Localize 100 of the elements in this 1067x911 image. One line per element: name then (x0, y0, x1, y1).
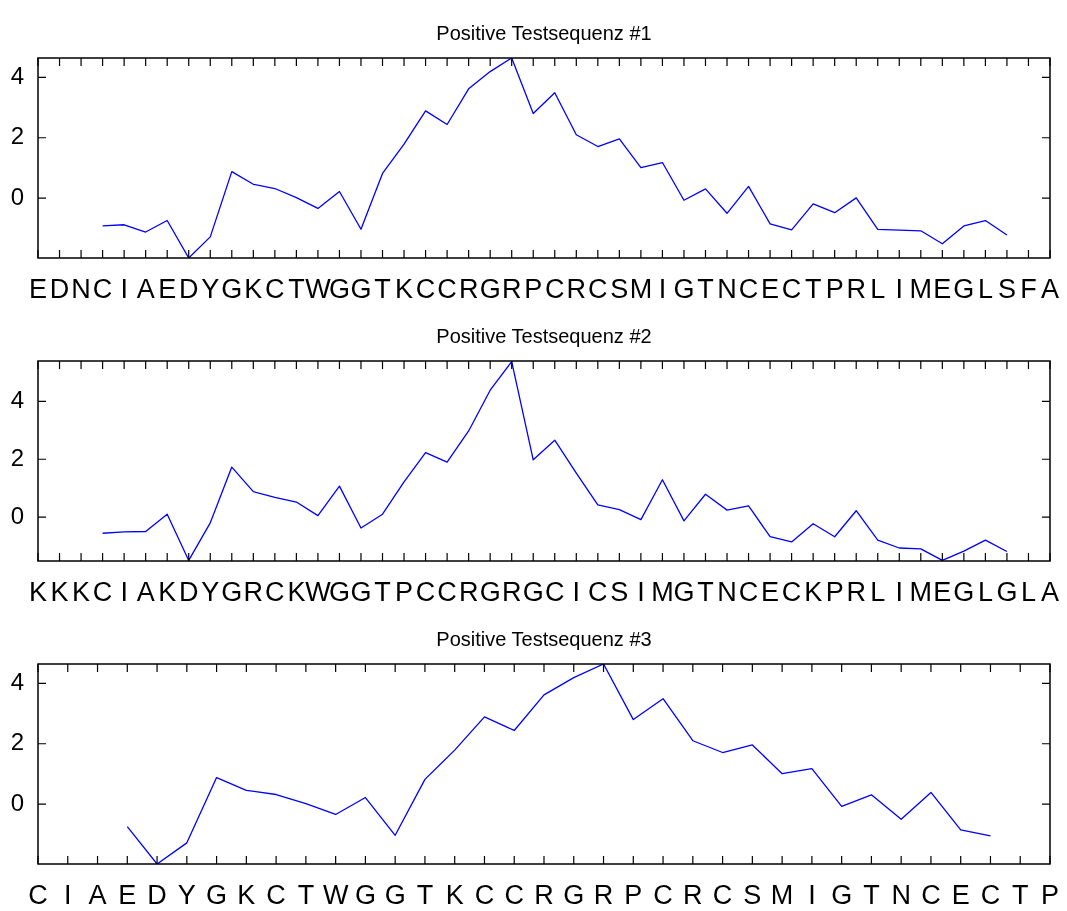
x-tick-label: L (870, 273, 886, 304)
x-tick-label: C (545, 273, 565, 304)
x-tick-label: W (322, 879, 349, 910)
y-tick-label: 0 (10, 788, 24, 816)
x-tick-label: C (92, 576, 113, 607)
x-tick-label: C (437, 576, 457, 607)
x-tick-label: I (808, 879, 816, 910)
x-tick-label: N (717, 576, 737, 607)
x-tick-label: P (395, 576, 414, 607)
x-tick-label: G (953, 273, 975, 304)
x-tick-label: K (72, 576, 91, 607)
x-tick-label: R (534, 879, 554, 910)
x-tick-label: T (297, 879, 315, 910)
x-tick-label: F (1020, 273, 1037, 304)
x-tick-label: K (287, 576, 306, 607)
x-tick-label: G (350, 576, 372, 607)
x-tick-label: S (610, 273, 629, 304)
x-tick-label: A (136, 576, 155, 607)
x-tick-label: Y (201, 576, 220, 607)
x-tick-label: P (524, 273, 543, 304)
x-tick-label: E (158, 273, 177, 304)
x-tick-label: S (610, 576, 629, 607)
x-tick-label: C (415, 273, 436, 304)
x-tick-label: G (384, 879, 406, 910)
x-tick-label: C (266, 879, 286, 910)
x-tick-label: R (458, 576, 479, 607)
x-tick-label: C (504, 879, 524, 910)
x-tick-label: D (178, 273, 199, 304)
x-tick-label: I (895, 576, 904, 607)
x-tick-label: R (593, 879, 614, 910)
x-tick-label: I (120, 576, 128, 607)
x-tick-label: C (265, 576, 285, 607)
x-tick-label: W (305, 273, 332, 304)
x-tick-label: P (1040, 879, 1059, 910)
x-tick-label: C (781, 576, 802, 607)
x-tick-label: L (977, 273, 993, 304)
x-tick-label: C (653, 879, 673, 910)
x-tick-label: K (445, 879, 464, 910)
x-tick-label: T (697, 576, 714, 607)
x-tick-label: E (933, 576, 952, 607)
x-tick-label: T (374, 576, 391, 607)
x-tick-label: G (953, 576, 975, 607)
x-tick-label: I (637, 576, 645, 607)
x-tick-label: C (415, 576, 436, 607)
x-tick-label: C (712, 879, 733, 910)
x-tick-label: E (761, 576, 780, 607)
x-tick-label: T (374, 273, 391, 304)
x-tick-label: S (997, 273, 1016, 304)
x-tick-label: G (350, 273, 372, 304)
chart-title: Positive Testsequenz #1 (436, 21, 652, 44)
x-tick-label: G (479, 273, 501, 304)
x-tick-label: P (825, 273, 844, 304)
x-tick-label: R (846, 576, 866, 607)
x-tick-label: K (50, 576, 69, 607)
y-tick-label: 2 (10, 122, 24, 150)
x-tick-label: R (683, 879, 703, 910)
x-tick-label: M (651, 576, 674, 607)
y-tick-label: 2 (10, 443, 24, 471)
y-tick-label: 4 (10, 667, 24, 695)
x-tick-label: G (563, 879, 585, 910)
x-tick-label: G (221, 576, 243, 607)
x-tick-label: A (136, 273, 155, 304)
x-tick-label: T (804, 273, 822, 304)
x-tick-label: A (88, 879, 107, 910)
x-tick-label: D (49, 273, 70, 304)
y-tick-label: 0 (10, 182, 24, 210)
x-tick-label: A (1040, 576, 1059, 607)
x-tick-label: K (244, 273, 263, 304)
x-tick-label: G (831, 879, 853, 910)
x-tick-label: K (237, 879, 256, 910)
x-tick-label: G (354, 879, 376, 910)
y-tick-label: 4 (10, 386, 24, 414)
x-tick-label: C (588, 273, 608, 304)
x-tick-label: P (825, 576, 844, 607)
x-tick-label: R (501, 273, 522, 304)
x-tick-label: I (895, 273, 904, 304)
x-tick-label: Y (201, 273, 220, 304)
x-tick-label: I (572, 576, 581, 607)
x-tick-label: N (891, 879, 911, 910)
x-tick-label: M (909, 273, 933, 304)
x-tick-label: T (863, 879, 880, 910)
x-tick-label: D (147, 879, 167, 910)
x-tick-label: G (673, 273, 695, 304)
y-tick-label: 2 (10, 728, 24, 756)
x-tick-label: R (458, 273, 479, 304)
x-tick-label: T (288, 273, 305, 304)
y-tick-label: 4 (10, 61, 24, 89)
x-tick-label: G (206, 879, 228, 910)
x-tick-label: E (951, 879, 970, 910)
x-tick-label: E (118, 879, 137, 910)
x-tick-label: W (305, 576, 332, 607)
x-tick-label: C (738, 273, 759, 304)
x-tick-label: M (770, 879, 794, 910)
x-tick-label: E (761, 273, 780, 304)
x-tick-label: R (566, 273, 587, 304)
x-tick-label: K (804, 576, 823, 607)
x-tick-label: G (522, 576, 544, 607)
x-tick-label: C (265, 273, 285, 304)
x-tick-label: I (120, 273, 128, 304)
x-tick-label: G (996, 576, 1018, 607)
